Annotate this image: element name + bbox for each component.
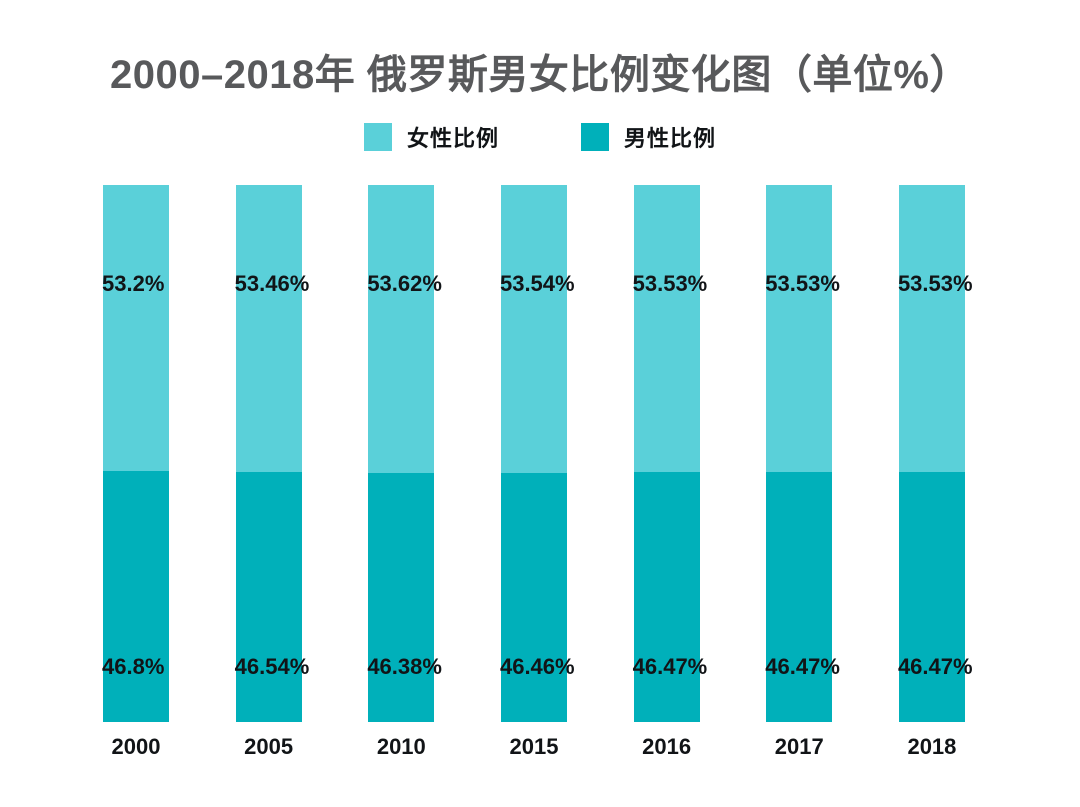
year-label: 2010: [376, 734, 426, 759]
bar-column: 53.2% 46.8% 2000: [102, 185, 169, 759]
female-value-label: 53.62%: [367, 271, 442, 296]
male-bar-segment: 46.47%: [765, 472, 840, 722]
male-bar-segment: 46.38%: [367, 472, 442, 722]
year-label: 2016: [642, 734, 692, 759]
female-value-label: 53.53%: [897, 271, 973, 296]
year-label: 2005: [244, 734, 294, 759]
legend-item-male: 男性比例: [581, 121, 716, 153]
male-value-label: 46.47%: [632, 653, 708, 679]
female-value-label: 53.46%: [234, 271, 310, 296]
male-value-label: 46.38%: [367, 653, 442, 679]
male-value-label: 46.54%: [234, 653, 310, 679]
male-bar-segment: 46.47%: [898, 472, 973, 722]
male-bar-segment: 46.54%: [235, 472, 309, 722]
female-bar-segment: 53.62%: [367, 185, 442, 473]
male-value-label: 46.46%: [499, 653, 575, 679]
bar-column: 53.46% 46.54% 2005: [235, 185, 309, 759]
male-value-label: 46.47%: [765, 653, 840, 679]
year-label: 2015: [509, 734, 559, 759]
female-bar-segment: 53.54%: [500, 185, 575, 473]
chart: 53.2% 46.8% 2000 53.46% 46.54% 2005 53.6…: [102, 185, 973, 759]
female-bar-segment: 53.53%: [765, 185, 840, 473]
male-bar-segment: 46.8%: [102, 470, 169, 722]
legend-item-female: 女性比例: [363, 121, 499, 153]
female-value-label: 53.2%: [102, 271, 165, 296]
legend-label-male: 男性比例: [624, 126, 717, 151]
year-label: 2018: [907, 734, 957, 759]
year-label: 2000: [111, 734, 161, 759]
bar-column: 53.62% 46.38% 2010: [367, 185, 442, 759]
male-bar-segment: 46.46%: [500, 472, 575, 722]
year-label: 2017: [774, 734, 824, 759]
female-bar-segment: 53.46%: [235, 185, 309, 473]
male-legend-swatch-icon: [581, 123, 609, 151]
legend-label-female: 女性比例: [406, 126, 499, 151]
female-bar-segment: 53.53%: [633, 185, 707, 473]
female-bar-segment: 53.53%: [898, 185, 973, 473]
bar-column: 53.53% 46.47% 2016: [633, 185, 707, 759]
female-value-label: 53.53%: [765, 271, 840, 296]
female-legend-swatch-icon: [363, 123, 392, 151]
male-bar-segment: 46.47%: [633, 472, 707, 722]
bar-column: 53.54% 46.46% 2015: [500, 185, 575, 759]
male-value-label: 46.8%: [102, 653, 165, 679]
chart-title: 2000–2018年 俄罗斯男女比例变化图（单位%）: [110, 53, 970, 97]
male-value-label: 46.47%: [897, 653, 973, 679]
bar-column: 53.53% 46.47% 2017: [765, 185, 840, 759]
female-value-label: 53.54%: [499, 271, 575, 296]
bar-column: 53.53% 46.47% 2018: [898, 185, 973, 759]
chart-legend: 女性比例 男性比例: [0, 121, 1080, 153]
female-bar-segment: 53.2%: [102, 185, 169, 471]
female-value-label: 53.53%: [632, 271, 708, 296]
